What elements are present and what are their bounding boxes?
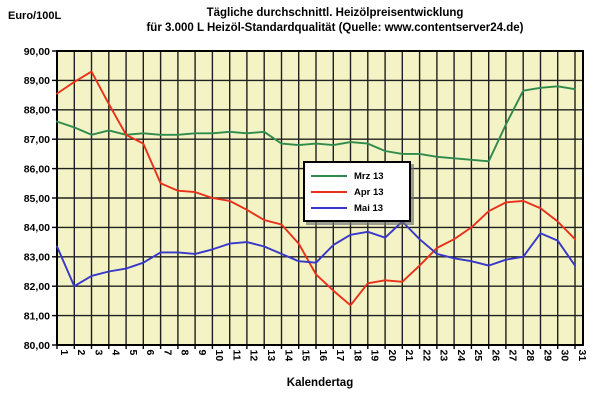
legend-item-apr-13: Apr 13 xyxy=(311,184,405,200)
x-tick-label: 10 xyxy=(213,350,225,362)
x-tick-label: 19 xyxy=(369,350,381,362)
x-tick-label: 1 xyxy=(58,350,70,356)
legend-line-sample-mai-13 xyxy=(311,207,347,209)
y-tick-label: 89,00 xyxy=(24,75,50,87)
x-tick-label: 18 xyxy=(351,350,363,362)
x-tick-label: 9 xyxy=(196,350,208,356)
y-tick-label: 87,00 xyxy=(24,134,50,146)
x-tick-label: 6 xyxy=(144,350,156,356)
x-tick-label: 12 xyxy=(248,350,260,362)
legend-line-sample-mrz-13 xyxy=(311,175,347,177)
x-tick-label: 13 xyxy=(265,350,277,362)
series-line-apr-13 xyxy=(56,70,576,307)
legend-item-mai-13: Mai 13 xyxy=(311,200,405,216)
x-axis-title: Kalendertag xyxy=(286,377,354,389)
y-tick-label: 86,00 xyxy=(24,163,50,175)
x-tick-label: 29 xyxy=(541,350,553,362)
x-tick-label: 16 xyxy=(317,350,329,362)
legend: Mrz 13 Apr 13 Mai 13 xyxy=(303,161,411,222)
y-tick-label: 90,00 xyxy=(24,46,50,58)
y-tick-label: 88,00 xyxy=(24,105,50,117)
x-tick-label: 17 xyxy=(334,350,346,362)
legend-item-mrz-13: Mrz 13 xyxy=(311,168,405,184)
legend-label-mai-13: Mai 13 xyxy=(354,202,384,214)
x-tick-label: 11 xyxy=(231,350,243,361)
y-axis-unit-label: Euro/100L xyxy=(8,10,62,22)
x-tick-label: 20 xyxy=(386,350,398,362)
legend-label-apr-13: Apr 13 xyxy=(354,186,384,198)
y-tick-label: 81,00 xyxy=(24,310,50,322)
x-tick-label: 28 xyxy=(524,350,536,362)
x-tick-label: 5 xyxy=(127,350,139,356)
chart-title: Tägliche durchschnittl. Heizölpreisentwi… xyxy=(75,6,595,36)
plot-border xyxy=(56,50,584,346)
x-tick-label: 8 xyxy=(179,350,191,356)
x-tick-label: 23 xyxy=(438,350,450,362)
x-tick-label: 26 xyxy=(490,350,502,362)
chart-title-line1: Tägliche durchschnittl. Heizölpreisentwi… xyxy=(206,7,464,19)
x-tick-label: 30 xyxy=(559,350,571,362)
x-tick-label: 24 xyxy=(455,350,467,362)
y-tick-label: 84,00 xyxy=(24,222,50,234)
legend-label-mrz-13: Mrz 13 xyxy=(354,170,384,182)
x-tick-label: 14 xyxy=(282,350,294,362)
x-tick-label: 27 xyxy=(507,350,519,362)
y-tick-label: 83,00 xyxy=(24,252,50,264)
x-tick-label: 21 xyxy=(403,350,415,362)
x-tick-label: 25 xyxy=(472,350,484,362)
x-tick-label: 4 xyxy=(110,350,122,356)
x-tick-label: 15 xyxy=(300,350,312,362)
legend-line-sample-apr-13 xyxy=(311,191,347,193)
x-tick-label: 7 xyxy=(161,350,173,356)
y-tick-label: 85,00 xyxy=(24,193,50,205)
x-tick-label: 2 xyxy=(75,350,87,356)
y-tick-label: 80,00 xyxy=(24,340,50,352)
x-tick-label: 3 xyxy=(92,350,104,356)
y-tick-label: 82,00 xyxy=(24,281,50,293)
series-line-mrz-13 xyxy=(56,85,576,163)
chart-title-line2: für 3.000 L Heizöl-Standardqualität (Que… xyxy=(146,22,524,34)
series-line-mai-13 xyxy=(56,220,576,288)
x-tick-label: 22 xyxy=(420,350,432,362)
x-tick-label: 31 xyxy=(576,350,588,362)
